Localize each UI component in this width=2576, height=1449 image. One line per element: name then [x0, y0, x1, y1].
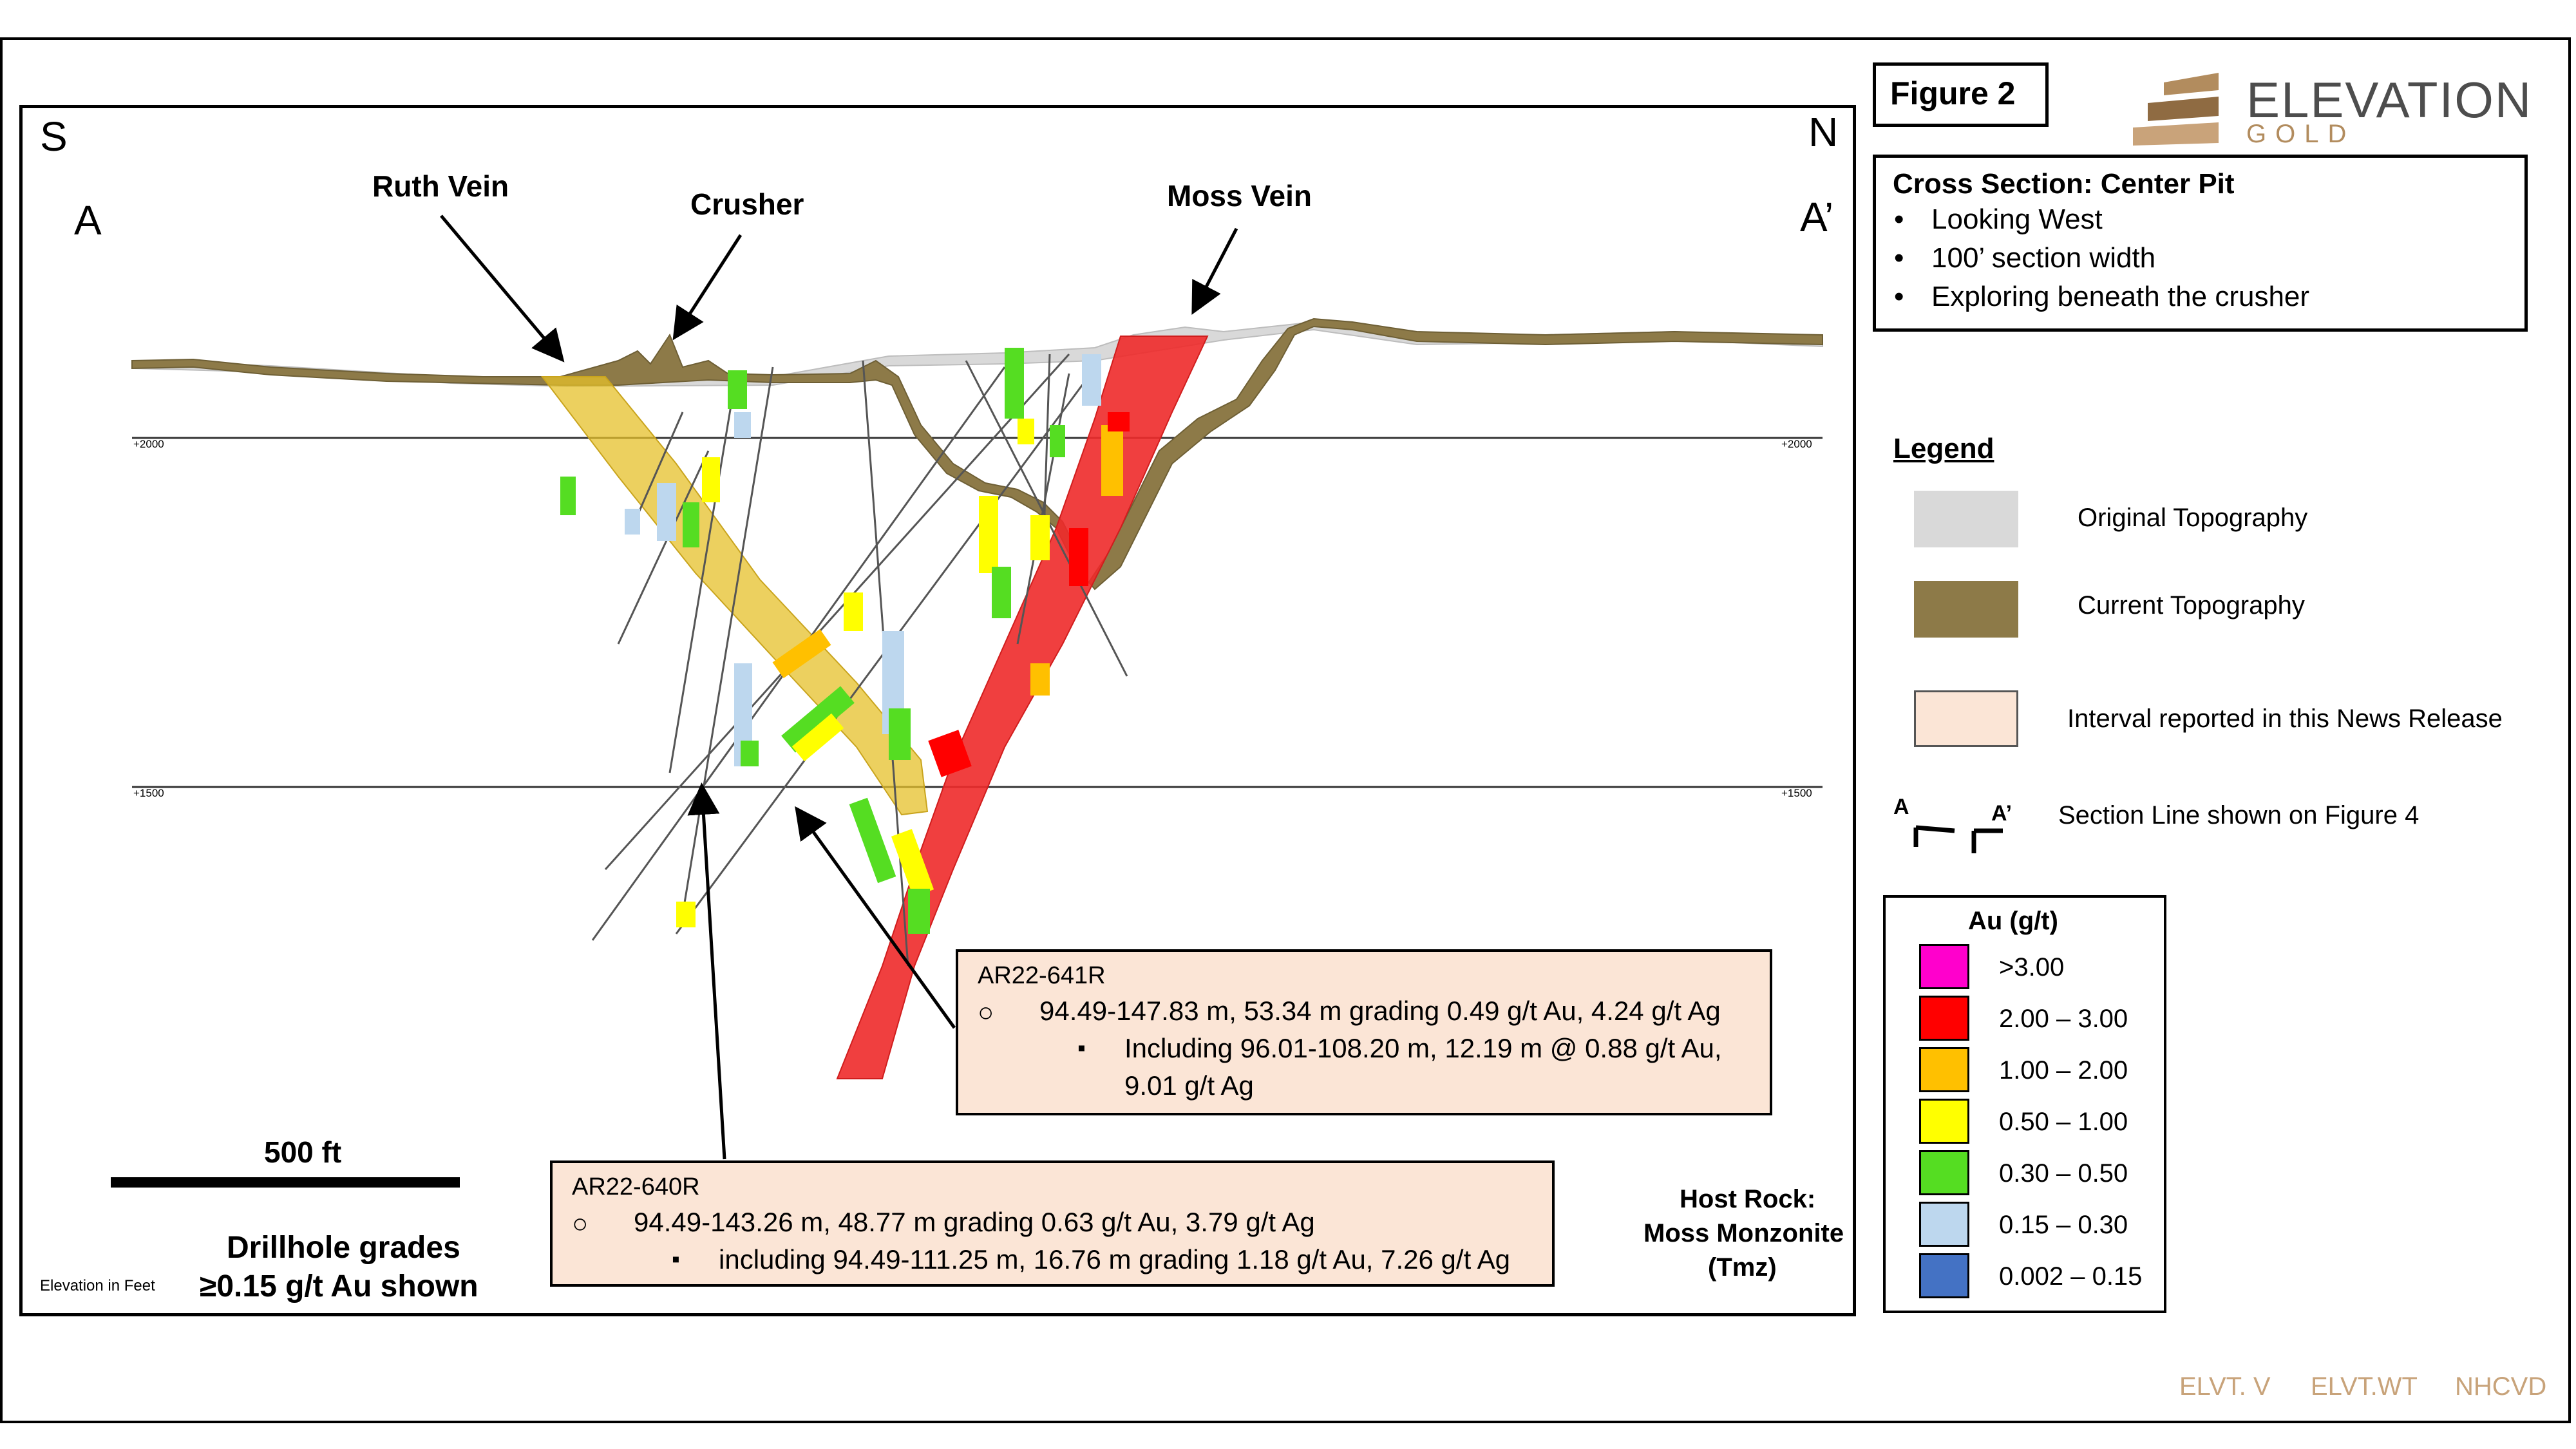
au-swatch-0002-015 [1919, 1253, 1969, 1298]
elevation-units-note: Elevation in Feet [40, 1277, 155, 1294]
legend-swatch-reported-interval [1914, 690, 2018, 747]
au-swatch-015-03 [1919, 1202, 1969, 1247]
section-info-item: Exploring beneath the crusher [1894, 278, 2508, 316]
ticker-elvt-wt: ELVT.WT [2311, 1372, 2418, 1401]
section-info-item: 100’ section width [1894, 239, 2508, 278]
callout-640r-arrow [687, 782, 726, 1160]
drillhole-grade-intervals [560, 348, 1130, 934]
callout-interval: 94.49-147.83 m, 53.34 m grading 0.49 g/t… [1039, 996, 1721, 1026]
drillhole-note: Drillhole grades [227, 1231, 460, 1265]
section-end-a-prime: A’ [1800, 194, 1834, 240]
callout-ar22-640r: AR22-640R ○ 94.49-143.26 m, 48.77 m grad… [550, 1160, 1555, 1287]
callout-interval: 94.49-143.26 m, 48.77 m grading 0.63 g/t… [634, 1207, 1315, 1237]
callout-sub-interval: Including 96.01-108.20 m, 12.19 m @ 0.88… [1124, 1033, 1722, 1063]
au-label-05-1: 0.50 – 1.00 [1999, 1108, 2128, 1136]
logo-subtext: GOLD [2246, 120, 2356, 148]
ticker-elvt-v: ELVT. V [2179, 1372, 2271, 1401]
legend-label-current-topography: Current Topography [2078, 591, 2305, 620]
drillhole-threshold-note: ≥0.15 g/t Au shown [200, 1269, 478, 1303]
ticker-nhcvd: NHCVD [2455, 1372, 2547, 1401]
callout-sub-bullet: ▪ [1077, 1034, 1086, 1061]
elevation-label-2000-left: +2000 [133, 438, 164, 450]
section-info-item: Looking West [1894, 200, 2508, 239]
au-label-015-03: 0.15 – 0.30 [1999, 1211, 2128, 1239]
moss-vein-arrow [1191, 227, 1238, 315]
legend-label-section-line: Section Line shown on Figure 4 [2058, 801, 2420, 829]
callout-hole-id: AR22-640R [572, 1173, 700, 1200]
au-swatch-1-2 [1919, 1047, 1969, 1092]
crusher-label: Crusher [690, 187, 804, 221]
callout-bullet: ○ [978, 997, 994, 1027]
host-rock-label: Host Rock: [1680, 1185, 1816, 1213]
legend-section-a: A [1893, 795, 1909, 819]
legend-section-a-prime: A’ [1991, 801, 2012, 826]
direction-south: S [40, 113, 68, 160]
logo-wordmark: ELEVATION [2246, 71, 2533, 128]
au-label-0002-015: 0.002 – 0.15 [1999, 1262, 2143, 1291]
au-swatch-2-3 [1919, 996, 1969, 1041]
host-rock-code: (Tmz) [1708, 1253, 1777, 1282]
section-end-a: A [74, 197, 102, 243]
callout-sub-bullet: ▪ [672, 1245, 680, 1272]
au-swatch-03-05 [1919, 1150, 1969, 1195]
section-line-icon [1913, 825, 2003, 853]
callout-bullet: ○ [572, 1208, 589, 1238]
figure-label: Figure 2 [1873, 62, 2049, 127]
elevation-label-1500-right: +1500 [1781, 787, 1812, 799]
elevation-label-2000-right: +2000 [1781, 438, 1812, 450]
au-label-03-05: 0.30 – 0.50 [1999, 1159, 2128, 1188]
callout-sub-interval-cont: 9.01 g/t Ag [1124, 1070, 1254, 1101]
au-grade-legend-title: Au (g/t) [1968, 907, 2058, 935]
moss-vein-label: Moss Vein [1167, 179, 1312, 213]
legend-swatch-current-topography [1914, 581, 2018, 638]
callout-sub-interval: including 94.49-111.25 m, 16.76 m gradin… [719, 1244, 1510, 1274]
legend-label-reported-interval: Interval reported in this News Release [2067, 705, 2503, 733]
au-label-gt3: >3.00 [1999, 953, 2065, 981]
ruth-vein-label: Ruth Vein [372, 169, 509, 203]
callout-641r-arrow [795, 806, 956, 1029]
elevation-label-1500-left: +1500 [133, 787, 164, 799]
legend-swatch-original-topography [1914, 491, 2018, 547]
scale-bar [111, 1177, 460, 1188]
current-topography [131, 317, 1823, 591]
callout-hole-id: AR22-641R [978, 962, 1106, 989]
au-swatch-05-1 [1919, 1099, 1969, 1144]
au-label-1-2: 1.00 – 2.00 [1999, 1056, 2128, 1084]
au-label-2-3: 2.00 – 3.00 [1999, 1005, 2128, 1033]
au-swatch-gt3 [1919, 944, 1969, 989]
elevation-logo-mark [2133, 73, 2219, 146]
scale-label: 500 ft [264, 1135, 342, 1169]
direction-north: N [1808, 109, 1839, 155]
host-rock-name: Moss Monzonite [1643, 1219, 1844, 1247]
cross-section-panel [19, 105, 1856, 1316]
legend-label-original-topography: Original Topography [2078, 504, 2308, 532]
ruth-vein-arrow [440, 214, 565, 363]
section-info-list: Looking West 100’ section width Explorin… [1893, 200, 2508, 316]
section-info-title: Cross Section: Center Pit [1893, 168, 2235, 200]
page-frame [0, 37, 2571, 1423]
legend-title: Legend [1893, 433, 1994, 464]
crusher-arrow [672, 234, 743, 341]
au-grade-legend: Au (g/t) >3.00 2.00 – 3.00 1.00 – 2.00 0… [1883, 895, 2166, 1313]
callout-ar22-641r: AR22-641R ○ 94.49-147.83 m, 53.34 m grad… [956, 949, 1772, 1115]
section-info-box: Cross Section: Center Pit Looking West 1… [1873, 155, 2528, 332]
